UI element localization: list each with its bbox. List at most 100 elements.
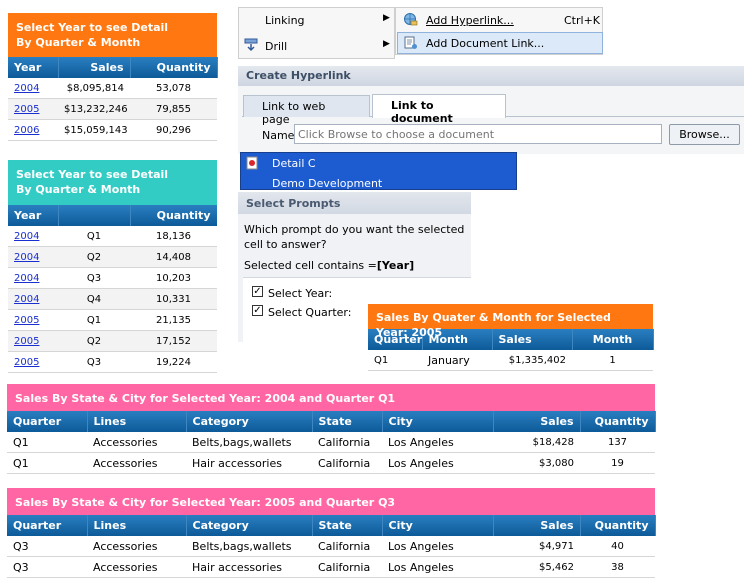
browse-button[interactable]: Browse... xyxy=(669,124,740,145)
document-list: Detail C Demo Development xyxy=(240,152,517,190)
column-header-state: State xyxy=(312,411,383,432)
column-header-year: Year xyxy=(8,57,59,78)
quantity-cell: 19 xyxy=(580,452,655,474)
lines-cell: Accessories xyxy=(87,452,186,474)
menu-item-linking[interactable]: Linking ▶ xyxy=(239,8,394,33)
option-select-quarter[interactable]: ✓ Select Quarter: xyxy=(252,305,452,321)
quantity-cell: 53,078 xyxy=(130,78,217,99)
quarter-cell: Q3 xyxy=(7,536,87,557)
lines-cell: Accessories xyxy=(87,536,186,557)
panel-title: Sales By Quater & Month for Selected Yea… xyxy=(368,304,653,339)
month-number-cell: 1 xyxy=(572,350,653,371)
panel-title: Select Year to see Detail By Quarter & M… xyxy=(8,160,217,205)
option-label: Select Quarter: xyxy=(268,306,352,319)
table-row: 2004 $8,095,814 53,078 xyxy=(8,78,217,99)
list-item[interactable]: Demo Development xyxy=(272,177,383,190)
year-link[interactable]: 2005 xyxy=(14,314,40,326)
lines-cell: Accessories xyxy=(87,556,186,578)
year-link[interactable]: 2004 xyxy=(14,251,40,263)
quantity-cell: 90,296 xyxy=(130,119,217,141)
column-header-sales: Sales xyxy=(492,329,573,350)
menu-item-label: Drill xyxy=(265,40,288,53)
table-row: Q3 Accessories Belts,bags,wallets Califo… xyxy=(7,536,655,557)
panel-title: Sales By State & City for Selected Year:… xyxy=(7,488,655,515)
year-link[interactable]: 2006 xyxy=(14,124,40,136)
tab-link-to-web-page[interactable]: Link to web page xyxy=(243,95,370,126)
sales-cell: $13,232,246 xyxy=(58,98,130,120)
year-link[interactable]: 2005 xyxy=(14,356,40,368)
sales-cell: $3,080 xyxy=(493,452,580,474)
table-row: Q1 Accessories Belts,bags,wallets Califo… xyxy=(7,432,655,453)
checkbox-checked-icon[interactable]: ✓ xyxy=(252,286,263,297)
sales-cell: $5,462 xyxy=(493,556,580,578)
sales-cell: $1,335,402 xyxy=(492,350,572,371)
column-header-sales: Sales xyxy=(58,57,131,78)
quantity-cell: 21,135 xyxy=(130,309,217,331)
column-header-city: City xyxy=(382,411,494,432)
column-header-city: City xyxy=(382,515,494,536)
tab-link-to-document[interactable]: Link to document xyxy=(372,94,506,125)
table-row: 2004 Q2 14,408 xyxy=(8,246,217,268)
shortcut-label: Ctrl+K xyxy=(564,14,601,27)
option-label: Select Year: xyxy=(268,287,333,300)
quarter-month-table: Quarter Month Sales Month Q1 January $1,… xyxy=(368,329,654,371)
menu-item-label: Linking xyxy=(265,14,305,27)
selected-cell-info: Selected cell contains =[Year] xyxy=(244,259,470,272)
checkbox-checked-icon[interactable]: ✓ xyxy=(252,305,263,316)
year-link[interactable]: 2004 xyxy=(14,272,40,284)
table-row: Q1 January $1,335,402 1 xyxy=(368,350,653,371)
column-header-sales: Sales xyxy=(493,411,581,432)
context-menu: Linking ▶ Drill ▶ xyxy=(238,7,395,59)
panel-title: Select Year to see Detail By Quarter & M… xyxy=(8,13,217,57)
list-item[interactable]: Detail C xyxy=(272,157,316,170)
name-label: Name xyxy=(262,129,295,142)
quarter-month-panel: Sales By Quater & Month for Selected Yea… xyxy=(368,304,654,374)
category-cell: Belts,bags,wallets xyxy=(186,432,312,453)
menu-item-add-document-link[interactable]: Add Document Link... xyxy=(397,32,603,54)
column-header-quarter: Quarter xyxy=(368,329,423,350)
create-hyperlink-dialog: Create Hyperlink Link to web page Link t… xyxy=(238,66,744,154)
dialog-title: Select Prompts xyxy=(238,192,471,214)
prompt-question: Which prompt do you want the selected ce… xyxy=(244,223,465,251)
year-sales-panel: Select Year to see Detail By Quarter & M… xyxy=(8,13,218,141)
lines-cell: Accessories xyxy=(87,432,186,453)
menu-item-add-hyperlink[interactable]: Add Hyperlink... Ctrl+K xyxy=(397,9,601,31)
column-header-quarter: Quarter xyxy=(7,515,88,536)
quantity-cell: 10,331 xyxy=(130,288,217,310)
column-header-quantity: Quantity xyxy=(580,411,656,432)
menu-item-drill[interactable]: Drill ▶ xyxy=(239,34,394,59)
column-header-quarter: Quarter xyxy=(7,411,88,432)
quarter-cell: Q2 xyxy=(58,246,130,268)
sales-cell: $18,428 xyxy=(493,432,580,453)
year-link[interactable]: 2004 xyxy=(14,293,40,305)
document-name-field[interactable] xyxy=(294,124,662,144)
column-header-lines: Lines xyxy=(87,515,187,536)
sales-cell: $4,971 xyxy=(493,536,580,557)
table-row: 2004 Q1 18,136 xyxy=(8,226,217,247)
submenu-arrow-icon: ▶ xyxy=(383,39,390,49)
quarter-cell: Q4 xyxy=(58,288,130,310)
column-header-sales: Sales xyxy=(493,515,581,536)
year-quarter-table: Year Quantity 2004 Q1 18,136 2004 Q2 14,… xyxy=(8,205,217,373)
option-select-year[interactable]: ✓ Select Year: xyxy=(252,286,452,302)
sales-cell: $15,059,143 xyxy=(58,119,130,141)
column-header-quantity: Quantity xyxy=(130,205,217,226)
column-header-state: State xyxy=(312,515,383,536)
menu-item-label: Add Hyperlink... xyxy=(426,14,514,27)
panel-title: Sales By State & City for Selected Year:… xyxy=(7,384,655,411)
year-link[interactable]: 2004 xyxy=(14,82,40,94)
category-cell: Hair accessories xyxy=(186,452,312,474)
document-link-icon xyxy=(403,35,418,50)
table-row: 2005 Q2 17,152 xyxy=(8,330,217,352)
year-link[interactable]: 2005 xyxy=(14,335,40,347)
year-link[interactable]: 2004 xyxy=(14,230,40,242)
submenu-arrow-icon: ▶ xyxy=(383,13,390,23)
quantity-cell: 40 xyxy=(580,536,655,557)
year-link[interactable]: 2005 xyxy=(14,103,40,115)
quarter-cell: Q3 xyxy=(58,267,130,289)
year-quarter-panel: Select Year to see Detail By Quarter & M… xyxy=(8,160,217,375)
menu-item-label: Add Document Link... xyxy=(426,37,545,50)
table-row: 2004 Q3 10,203 xyxy=(8,267,217,289)
quarter-cell: Q1 xyxy=(368,350,422,371)
contains-value: [Year] xyxy=(376,259,415,272)
